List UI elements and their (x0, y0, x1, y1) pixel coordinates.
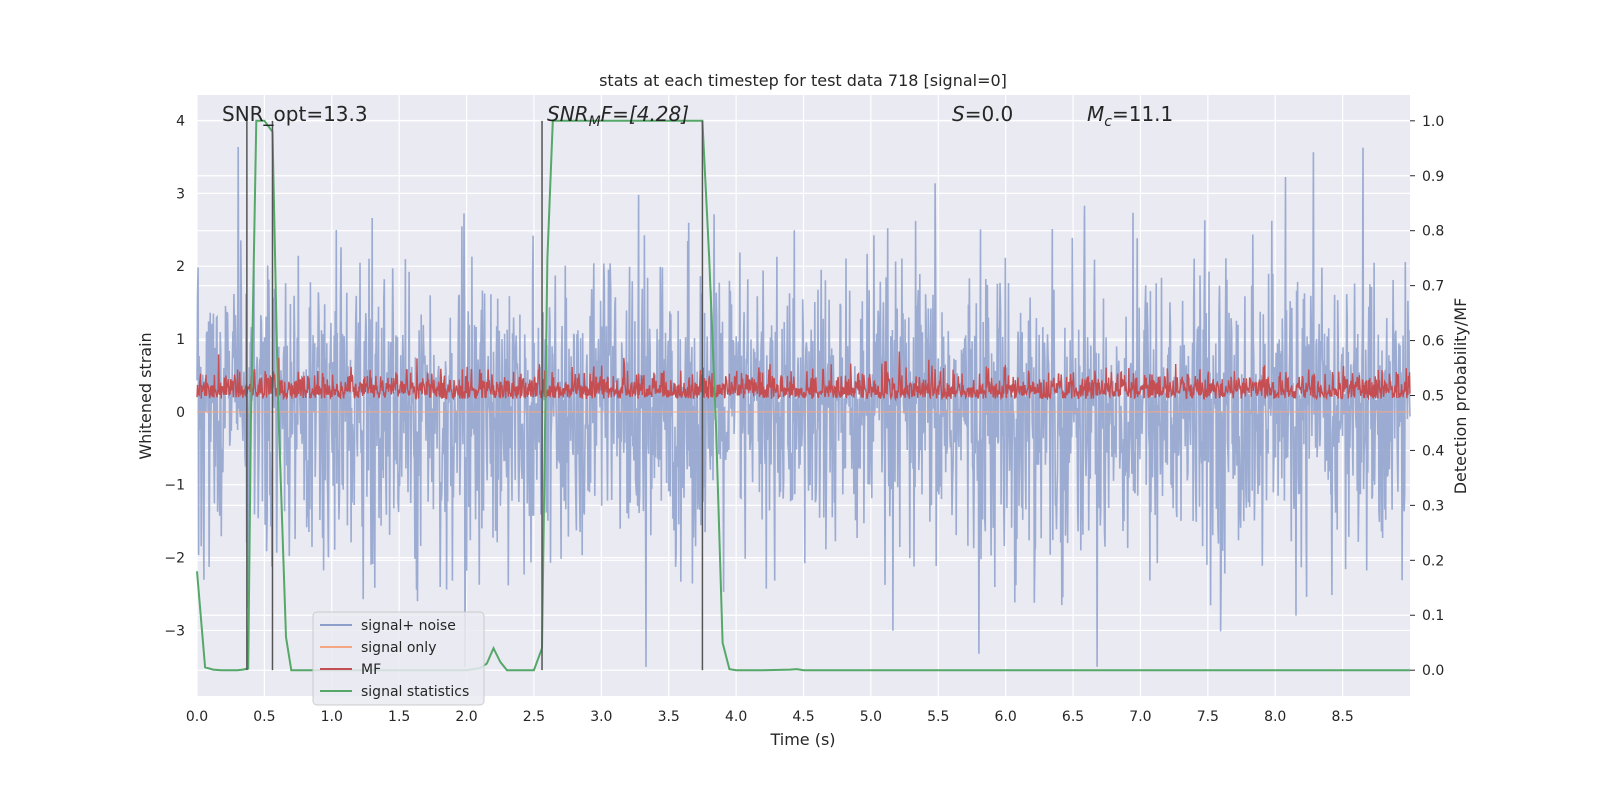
y2-tick-label: 0.8 (1422, 224, 1444, 240)
y-tick-label: 1 (176, 332, 185, 348)
legend-label-signal-only: signal only (361, 640, 436, 656)
y2-tick-label: 0.2 (1422, 553, 1444, 569)
s-symbol: S (952, 102, 965, 126)
y2-tick-label: 1.0 (1422, 114, 1444, 130)
annotation-s: S=0.0 (952, 102, 1013, 126)
legend-label-signal-noise: signal+ noise (361, 618, 456, 634)
series-layer (196, 119, 1411, 672)
x-tick-label: 8.0 (1264, 709, 1286, 725)
x-tick-label: 3.5 (658, 709, 680, 725)
legend: signal+ noise signal only MF signal stat… (312, 611, 485, 706)
y2-tick-label: 0.1 (1422, 608, 1444, 624)
series-signal-statistics (196, 119, 1410, 672)
snr-mf-value: F=[4.28] (601, 102, 689, 126)
x-tick-label: 1.0 (321, 709, 343, 725)
snr-mf-symbol: SNR (547, 102, 589, 126)
y2-axis-label: Detection probability/MF (1451, 298, 1470, 495)
s-value: =0.0 (965, 102, 1014, 126)
y2-tick-label: 0.0 (1422, 663, 1444, 679)
legend-label-mf: MF (361, 662, 381, 678)
x-tick-label: 3.0 (590, 709, 612, 725)
x-tick-label: 7.5 (1197, 709, 1219, 725)
series-mf (196, 351, 1411, 402)
annotation-snr-opt: SNR_opt=13.3 (222, 102, 368, 126)
x-tick-label: 4.5 (792, 709, 814, 725)
mc-value: =11.1 (1112, 102, 1173, 126)
mc-symbol: M (1087, 102, 1104, 126)
x-tick-label: 0.0 (186, 709, 208, 725)
y-tick-label: 0 (176, 405, 185, 421)
y-tick-label: 4 (176, 113, 185, 129)
tick-labels: 0.0 0.5 1.0 1.5 2.0 2.5 3.0 3.5 4.0 4.5 5.0 5.5 6.0 6… (164, 113, 1444, 725)
y-tick-label: −2 (164, 551, 185, 567)
x-tick-label: 8.5 (1331, 709, 1353, 725)
series-signal-noise (196, 146, 1411, 667)
mc-subscript: c (1104, 114, 1112, 130)
y-tick-label: −1 (164, 478, 185, 494)
snr-mf-subscript: M (589, 114, 601, 130)
y-tick-label: 2 (176, 259, 185, 275)
x-tick-label: 6.0 (995, 709, 1017, 725)
legend-box (312, 611, 485, 706)
x-tick-label: 5.5 (927, 709, 949, 725)
x-tick-label: 7.0 (1129, 709, 1151, 725)
x-tick-label: 4.0 (725, 709, 747, 725)
y2-tick-label: 0.7 (1422, 279, 1444, 295)
legend-label-signal-statistics: signal statistics (361, 684, 469, 700)
x-tick-label: 2.0 (455, 709, 477, 725)
y2-tick-label: 0.9 (1422, 169, 1444, 185)
x-tick-label: 0.5 (253, 709, 275, 725)
chart-title: stats at each timestep for test data 718… (599, 71, 1007, 90)
y-tick-label: 3 (176, 186, 185, 202)
y2-tick-label: 0.4 (1422, 443, 1444, 459)
annotation-snr-mf: SNRMF=[4.28] (547, 102, 689, 130)
x-tick-label: 6.5 (1062, 709, 1084, 725)
x-tick-label: 1.5 (388, 709, 410, 725)
x-tick-label: 2.5 (523, 709, 545, 725)
y2-tick-label: 0.3 (1422, 498, 1444, 514)
y-axis-label: Whitened strain (136, 332, 155, 459)
y2-tick-label: 0.6 (1422, 334, 1444, 350)
y2-tick-label: 0.5 (1422, 389, 1444, 405)
vertical-markers (246, 120, 704, 671)
y-tick-label: −3 (164, 623, 185, 639)
annotation-mc: Mc=11.1 (1087, 102, 1173, 130)
x-tick-label: 5.0 (860, 709, 882, 725)
x-axis-label: Time (s) (769, 730, 835, 749)
